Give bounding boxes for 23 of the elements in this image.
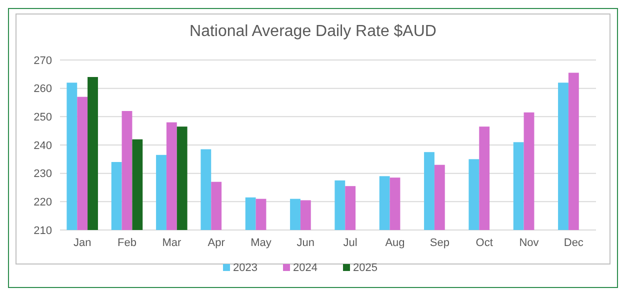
- x-tick-label: Dec: [564, 237, 584, 249]
- chart-title: National Average Daily Rate $AUD: [190, 23, 436, 40]
- x-tick-label: Sep: [430, 237, 450, 249]
- x-tick-label: Oct: [476, 237, 493, 249]
- legend-label: 2025: [353, 262, 378, 274]
- y-tick-label: 230: [34, 168, 52, 180]
- legend-label: 2023: [233, 262, 258, 274]
- legend-label: 2024: [293, 262, 318, 274]
- x-tick-label: May: [250, 237, 272, 249]
- x-tick-label: Aug: [385, 237, 405, 249]
- y-tick-label: 260: [34, 83, 52, 96]
- y-tick-label: 210: [34, 224, 52, 237]
- y-tick-label: 270: [34, 54, 52, 67]
- x-tick-label: Jan: [73, 237, 92, 249]
- y-tick-label: 240: [34, 140, 52, 152]
- x-tick-label: Feb: [118, 237, 136, 249]
- x-tick-label: Jul: [343, 237, 358, 249]
- x-tick-label: Jun: [296, 237, 315, 249]
- x-tick-label: Mar: [162, 237, 182, 249]
- y-tick-label: 220: [34, 196, 52, 209]
- y-tick-label: 250: [34, 112, 52, 124]
- x-tick-label: Nov: [519, 237, 540, 249]
- x-tick-label: Apr: [208, 237, 226, 249]
